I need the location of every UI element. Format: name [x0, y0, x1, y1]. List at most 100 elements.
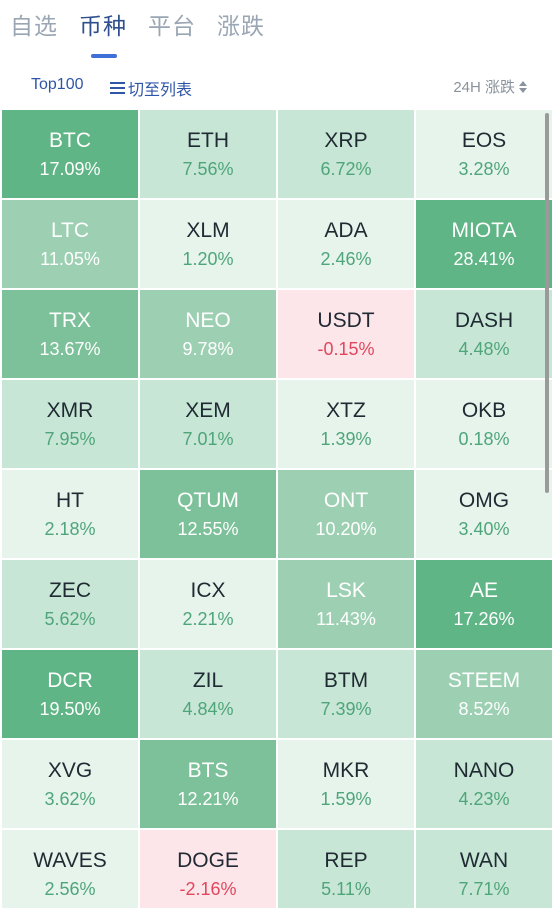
scrollbar[interactable] [545, 113, 549, 493]
sort-label: 24H 涨跌 [453, 79, 515, 96]
coin-cell-eth[interactable]: ETH 7.56% [140, 110, 276, 198]
coin-cell-xlm[interactable]: XLM 1.20% [140, 200, 276, 288]
coin-cell-okb[interactable]: OKB 0.18% [416, 380, 552, 468]
coin-symbol: ZEC [49, 579, 91, 602]
coin-cell-ont[interactable]: ONT 10.20% [278, 470, 414, 558]
coin-cell-xvg[interactable]: XVG 3.62% [2, 740, 138, 828]
coin-change: 12.21% [177, 789, 239, 809]
top100-filter[interactable]: Top100 [31, 76, 84, 93]
coin-cell-wan[interactable]: WAN 7.71% [416, 830, 552, 908]
coin-cell-neo[interactable]: NEO 9.78% [140, 290, 276, 378]
coin-change: 4.23% [458, 789, 510, 809]
coin-symbol: OKB [461, 399, 507, 422]
coin-symbol: LSK [326, 579, 366, 602]
coin-cell-usdt[interactable]: USDT -0.15% [278, 290, 414, 378]
coin-change: 3.28% [458, 159, 510, 179]
tab-label: 自选 [10, 13, 58, 39]
coin-cell-btc[interactable]: BTC 17.09% [2, 110, 138, 198]
coin-symbol: XVG [47, 759, 93, 782]
coin-symbol: BTS [187, 759, 229, 782]
filter-bar: Top100 切至列表 24H 涨跌 [0, 70, 554, 102]
coin-cell-dash[interactable]: DASH 4.48% [416, 290, 552, 378]
tab-favorites[interactable]: 自选 [10, 8, 58, 64]
sort-24h-change-button[interactable]: 24H 涨跌 [453, 76, 527, 97]
coin-symbol: AE [469, 579, 498, 602]
coin-change: 8.52% [458, 699, 510, 719]
coin-cell-ltc[interactable]: LTC 11.05% [2, 200, 138, 288]
coin-change: 19.50% [39, 699, 101, 719]
coin-cell-xtz[interactable]: XTZ 1.39% [278, 380, 414, 468]
coin-symbol: STEEM [447, 669, 521, 692]
coin-cell-miota[interactable]: MIOTA 28.41% [416, 200, 552, 288]
coin-change: 3.62% [44, 789, 96, 809]
coin-change: 7.56% [182, 159, 234, 179]
coin-change: 2.21% [182, 609, 234, 629]
tab-label: 币种 [79, 13, 127, 39]
coin-cell-qtum[interactable]: QTUM 12.55% [140, 470, 276, 558]
coin-change: 3.40% [458, 519, 510, 539]
coin-symbol: BTC [49, 129, 91, 152]
coin-symbol: USDT [317, 309, 375, 332]
coin-change: 11.43% [316, 609, 376, 629]
coin-symbol: EOS [461, 129, 507, 152]
coin-cell-mkr[interactable]: MKR 1.59% [278, 740, 414, 828]
coin-cell-dcr[interactable]: DCR 19.50% [2, 650, 138, 738]
coin-symbol: OMG [458, 489, 510, 512]
coin-cell-waves[interactable]: WAVES 2.56% [2, 830, 138, 908]
switch-to-list-button[interactable]: 切至列表 [110, 76, 192, 100]
coin-symbol: TRX [49, 309, 91, 332]
coin-symbol: NANO [453, 759, 515, 782]
coin-change: 9.78% [182, 339, 234, 359]
switch-to-list-label: 切至列表 [128, 82, 193, 99]
coin-cell-icx[interactable]: ICX 2.21% [140, 560, 276, 648]
coin-symbol: ICX [190, 579, 226, 602]
coin-symbol: REP [324, 849, 368, 872]
coin-symbol: QTUM [177, 489, 239, 512]
coin-cell-zil[interactable]: ZIL 4.84% [140, 650, 276, 738]
coin-symbol: HT [56, 489, 84, 512]
tab-label: 平台 [148, 13, 196, 39]
coin-symbol: MIOTA [451, 219, 517, 242]
coin-symbol: DCR [47, 669, 93, 692]
coin-change: 17.09% [39, 159, 101, 179]
coin-cell-lsk[interactable]: LSK 11.43% [278, 560, 414, 648]
coin-cell-nano[interactable]: NANO 4.23% [416, 740, 552, 828]
coin-change: 17.26% [453, 609, 515, 629]
tab-gainers[interactable]: 涨跌 [217, 8, 265, 64]
coin-cell-omg[interactable]: OMG 3.40% [416, 470, 552, 558]
coin-cell-eos[interactable]: EOS 3.28% [416, 110, 552, 198]
coin-cell-ae[interactable]: AE 17.26% [416, 560, 552, 648]
coin-cell-zec[interactable]: ZEC 5.62% [2, 560, 138, 648]
coin-cell-doge[interactable]: DOGE -2.16% [140, 830, 276, 908]
coin-change: 7.71% [458, 879, 510, 899]
coin-cell-bts[interactable]: BTS 12.21% [140, 740, 276, 828]
coin-symbol: XRP [324, 129, 368, 152]
coin-cell-rep[interactable]: REP 5.11% [278, 830, 414, 908]
coin-change: 7.01% [182, 429, 234, 449]
coin-symbol: ETH [187, 129, 229, 152]
coin-cell-xem[interactable]: XEM 7.01% [140, 380, 276, 468]
coin-cell-xmr[interactable]: XMR 7.95% [2, 380, 138, 468]
coin-heatmap-grid: BTC 17.09% ETH 7.56% XRP 6.72% EOS 3.28% LTC 11.0… [2, 110, 554, 908]
coin-cell-btm[interactable]: BTM 7.39% [278, 650, 414, 738]
list-icon [110, 82, 125, 94]
coin-change: 2.46% [320, 249, 372, 269]
coin-change: 7.95% [44, 429, 96, 449]
coin-cell-trx[interactable]: TRX 13.67% [2, 290, 138, 378]
coin-change: 1.20% [182, 249, 234, 269]
coin-change: 10.20% [315, 519, 377, 539]
coin-symbol: BTM [323, 669, 369, 692]
coin-symbol: ADA [324, 219, 368, 242]
coin-cell-ada[interactable]: ADA 2.46% [278, 200, 414, 288]
tab-platforms[interactable]: 平台 [148, 8, 196, 64]
coin-change: 1.59% [320, 789, 372, 809]
coin-change: 0.18% [458, 429, 510, 449]
coin-cell-steem[interactable]: STEEM 8.52% [416, 650, 552, 738]
coin-cell-ht[interactable]: HT 2.18% [2, 470, 138, 558]
coin-cell-xrp[interactable]: XRP 6.72% [278, 110, 414, 198]
coin-symbol: WAVES [33, 849, 107, 872]
coin-change: 11.05% [40, 249, 100, 269]
coin-symbol: ZIL [192, 669, 224, 692]
tab-coins[interactable]: 币种 [79, 8, 127, 64]
